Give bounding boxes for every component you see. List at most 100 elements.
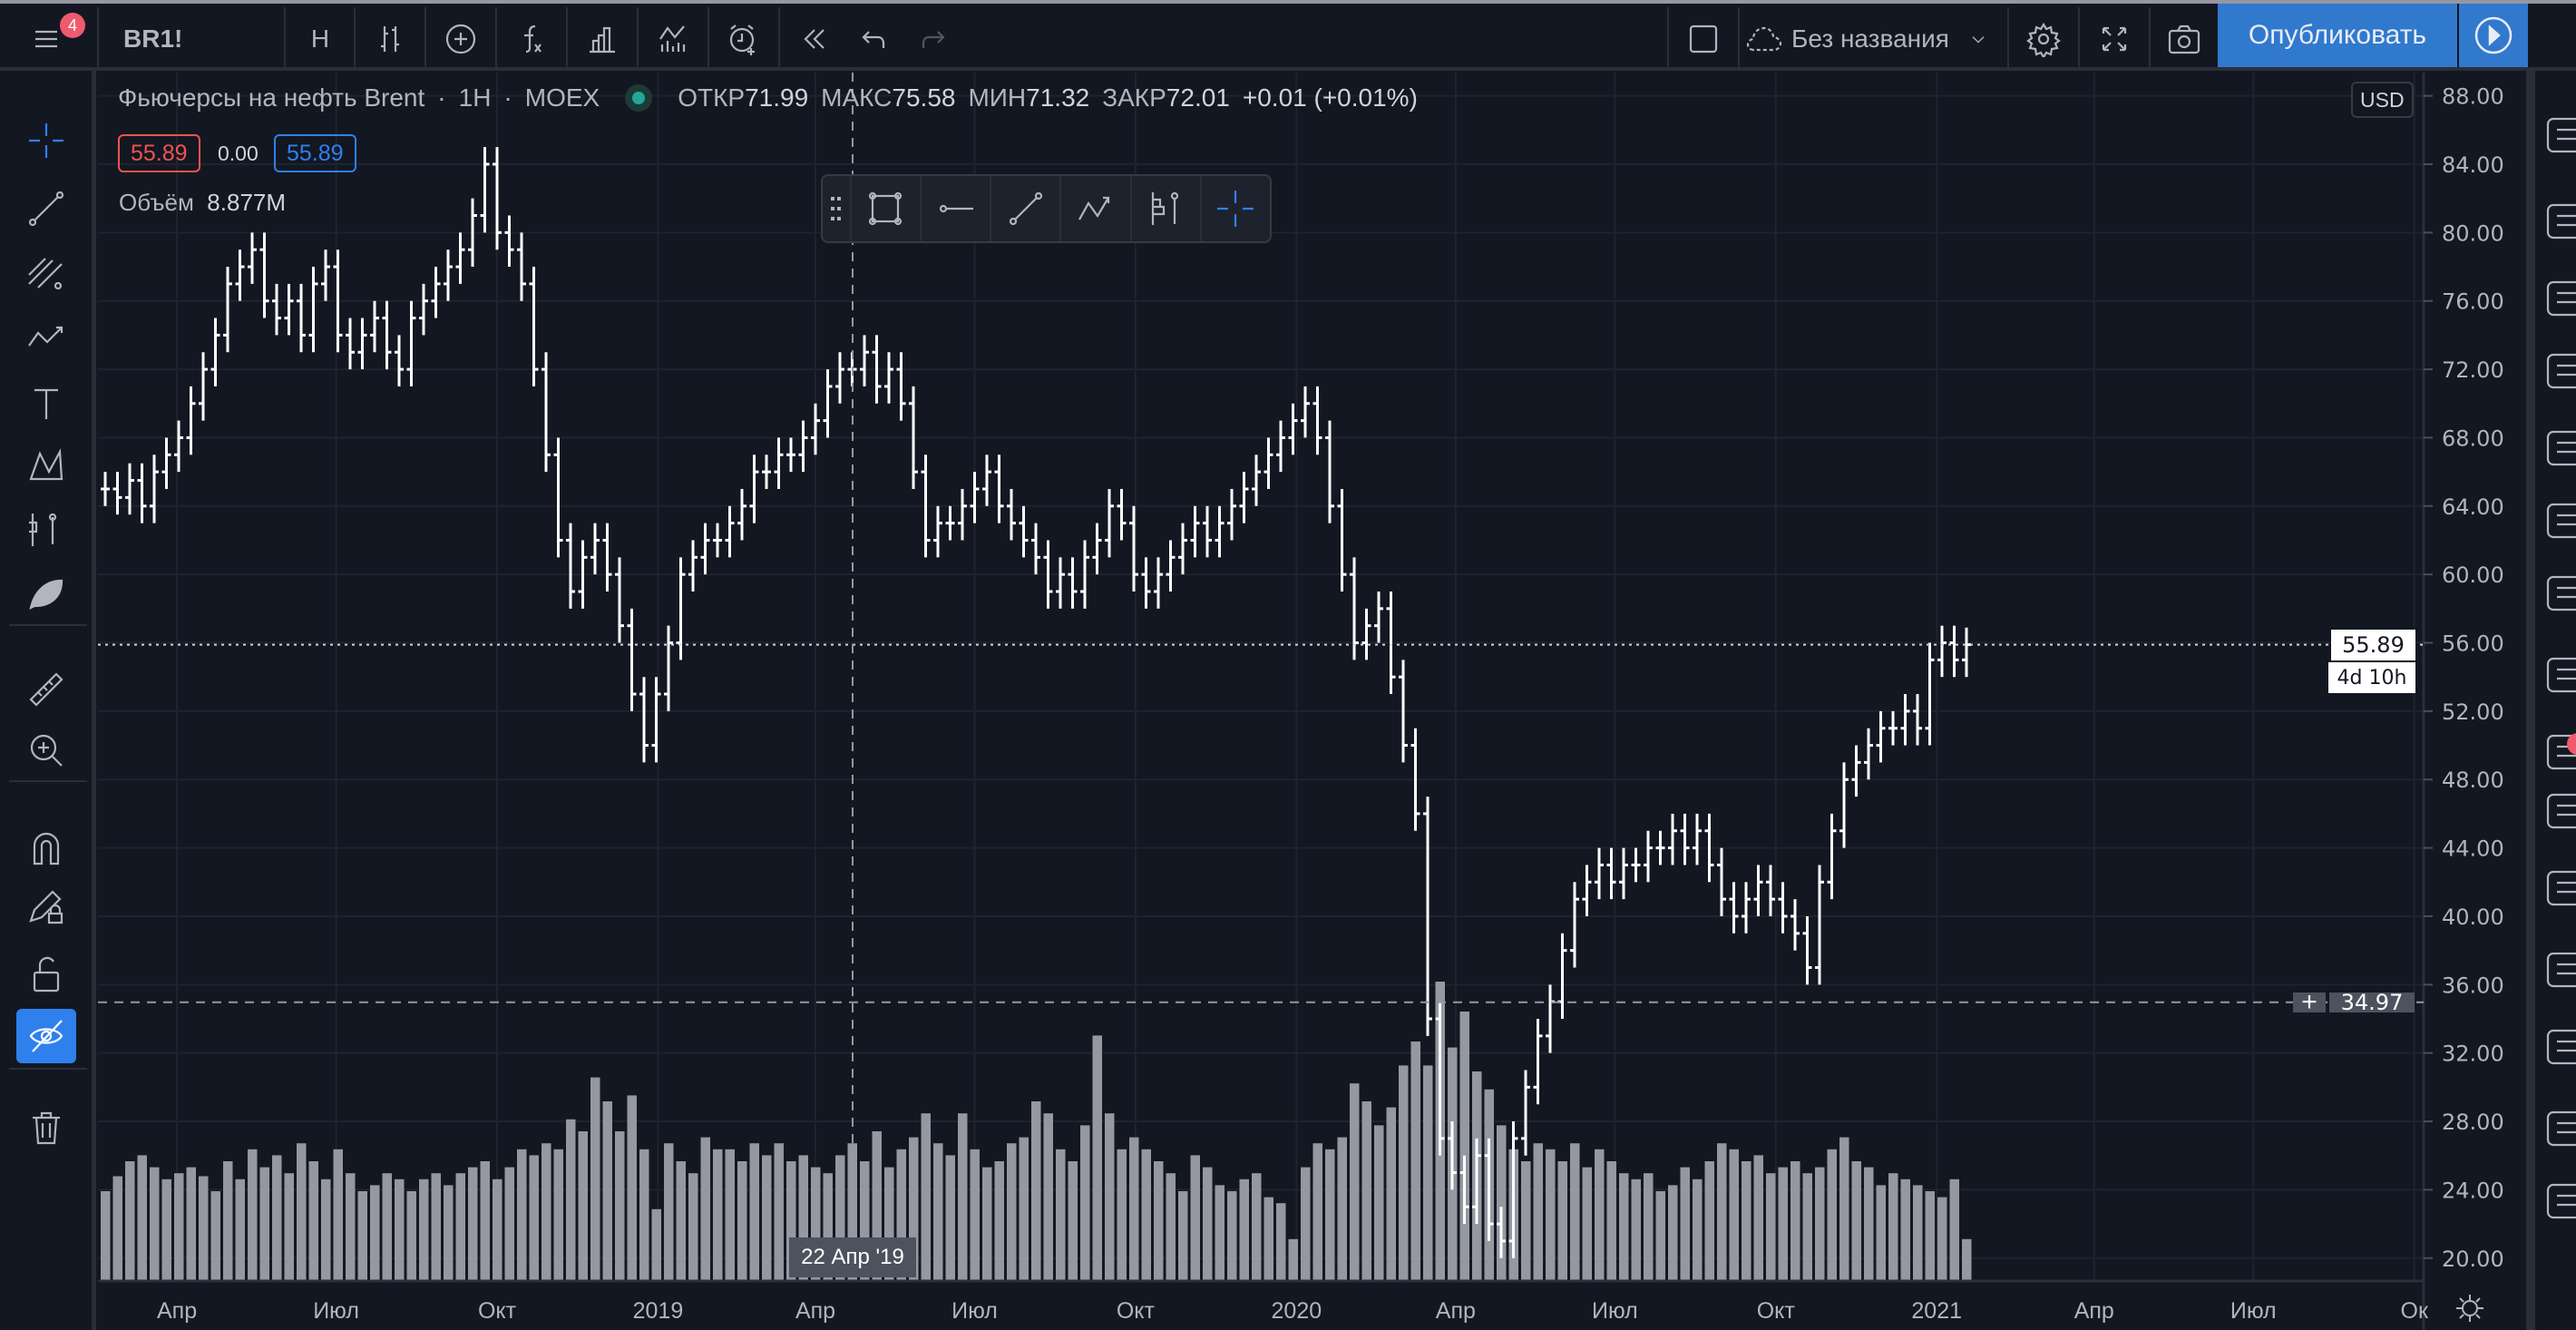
templates-button[interactable] <box>639 7 707 71</box>
crosshair-icon[interactable] <box>1199 176 1270 241</box>
buy-button[interactable]: 55.89 <box>274 134 356 172</box>
volume-series <box>101 982 1972 1281</box>
undo-button[interactable] <box>849 7 903 71</box>
layout-button[interactable] <box>1669 7 1738 71</box>
compare-button[interactable] <box>426 7 495 71</box>
streams-button[interactable] <box>2544 866 2576 906</box>
layout-name-button[interactable]: Без названия <box>1746 7 2005 71</box>
lock-drawing-tool[interactable] <box>16 880 76 934</box>
dom-button[interactable] <box>2544 1179 2576 1219</box>
brush-leaf-tool[interactable] <box>16 567 76 621</box>
ohlc-bar <box>896 352 906 421</box>
volume-bar <box>1521 1161 1531 1281</box>
hotlist-button[interactable] <box>2544 572 2576 611</box>
settings-button[interactable] <box>2009 7 2078 71</box>
redo-button[interactable] <box>903 7 958 71</box>
screenshot-button[interactable] <box>2151 7 2218 71</box>
publish-options-button[interactable] <box>2459 4 2528 67</box>
trendline-icon[interactable] <box>990 176 1059 241</box>
drag-handle-icon[interactable] <box>823 195 850 222</box>
notifications-button[interactable] <box>2544 1025 2576 1065</box>
trendline-tool[interactable] <box>16 181 76 236</box>
long-position-icon[interactable] <box>1129 176 1200 241</box>
pie-button[interactable] <box>2544 499 2576 539</box>
volume-bar <box>1325 1149 1335 1281</box>
zoom-in-tool[interactable] <box>16 723 76 777</box>
volume-bar <box>1410 1042 1420 1281</box>
volume-bar <box>370 1185 380 1281</box>
ohlc-bar <box>382 300 392 370</box>
replay-button[interactable] <box>780 7 849 71</box>
ohlc-bar <box>1043 540 1053 609</box>
volume-bar <box>1655 1191 1665 1281</box>
bar-style-button[interactable] <box>356 7 424 71</box>
trash-tool[interactable] <box>16 1100 76 1155</box>
volume-bar <box>1729 1149 1739 1281</box>
volume-bar <box>1949 1178 1959 1281</box>
crosshair-add-button[interactable]: + <box>2293 987 2326 1017</box>
broadcast-button[interactable] <box>2544 948 2576 988</box>
pattern-icon[interactable] <box>1059 176 1129 241</box>
alert-button[interactable] <box>709 7 778 71</box>
fullscreen-button[interactable] <box>2080 7 2149 71</box>
alerts-clock-button[interactable] <box>2544 200 2576 240</box>
chevron-up-button[interactable] <box>2544 1107 2576 1147</box>
xabcd-tool[interactable] <box>16 440 76 494</box>
volume-bar <box>970 1149 980 1281</box>
ohlc-bar <box>1900 694 1910 746</box>
volume-bar <box>542 1143 551 1281</box>
fib-tool[interactable] <box>16 245 76 299</box>
symbol-title[interactable]: Фьючерсы на нефть Brent <box>118 83 425 112</box>
chat2-button[interactable] <box>2544 789 2576 829</box>
time-axis[interactable]: Апр Июл Окт 2019 Апр Июл Окт 2020 Апр Июл Окт 2021 А… <box>98 1279 2429 1324</box>
volume-bar <box>150 1167 160 1281</box>
publish-button[interactable]: Опубликовать <box>2218 4 2457 67</box>
watchlist-button[interactable] <box>2544 113 2576 153</box>
volume-bar <box>125 1161 135 1281</box>
ohlc-bar <box>1423 797 1432 1036</box>
countdown-label: 4d 10h <box>2328 662 2415 693</box>
ohlc-bar <box>1350 557 1359 660</box>
ruler-tool[interactable] <box>16 662 76 717</box>
high-label: МАКС <box>821 83 893 112</box>
axis-settings-icon[interactable] <box>2454 1292 2486 1325</box>
crosshair-tool[interactable] <box>16 113 76 168</box>
menu-button[interactable]: 4 <box>18 7 85 71</box>
trendline-icon <box>28 191 64 227</box>
prediction-tool[interactable] <box>16 504 76 558</box>
horizontal-ray-icon[interactable] <box>919 176 990 241</box>
fib-icon <box>28 258 63 290</box>
news-button[interactable] <box>2544 349 2576 389</box>
unlock-tool[interactable] <box>16 946 76 1001</box>
indicators-button[interactable] <box>497 7 566 71</box>
price-axis[interactable]: 88.00 84.00 80.00 76.00 72.00 68.00 64.00 60.00… <box>2422 73 2526 1330</box>
data-window-button[interactable] <box>2544 277 2576 317</box>
volume-bar <box>223 1161 233 1281</box>
text-tool[interactable] <box>16 377 76 431</box>
volume-bar <box>1166 1173 1176 1281</box>
interval-button[interactable]: H <box>310 24 330 53</box>
ohlc-bar <box>749 455 759 523</box>
open-value: 71.99 <box>745 83 809 112</box>
calendar-button[interactable] <box>2544 426 2576 466</box>
ohlc-bar <box>1827 813 1837 900</box>
currency-badge[interactable]: USD <box>2351 82 2414 118</box>
ohlc-bar <box>639 677 649 763</box>
volume-bar <box>1876 1185 1886 1281</box>
rectangle-icon[interactable] <box>849 176 920 241</box>
pattern-tool[interactable] <box>16 308 76 363</box>
ideas-button[interactable] <box>2544 653 2576 693</box>
sell-button[interactable]: 55.89 <box>118 134 200 172</box>
volume-bar <box>308 1161 318 1281</box>
alert-icon <box>729 24 755 55</box>
hide-drawings-tool[interactable] <box>16 1009 76 1063</box>
floating-drawing-toolbar[interactable] <box>821 174 1272 243</box>
magnet-tool[interactable] <box>16 821 76 875</box>
volume-bar <box>1117 1149 1127 1281</box>
ohlc-bar <box>615 557 624 643</box>
volume-bar <box>1851 1161 1861 1281</box>
symbol-search[interactable]: BR1! <box>123 24 183 53</box>
ohlc-bar <box>1521 1070 1530 1156</box>
financials-button[interactable] <box>568 7 637 71</box>
